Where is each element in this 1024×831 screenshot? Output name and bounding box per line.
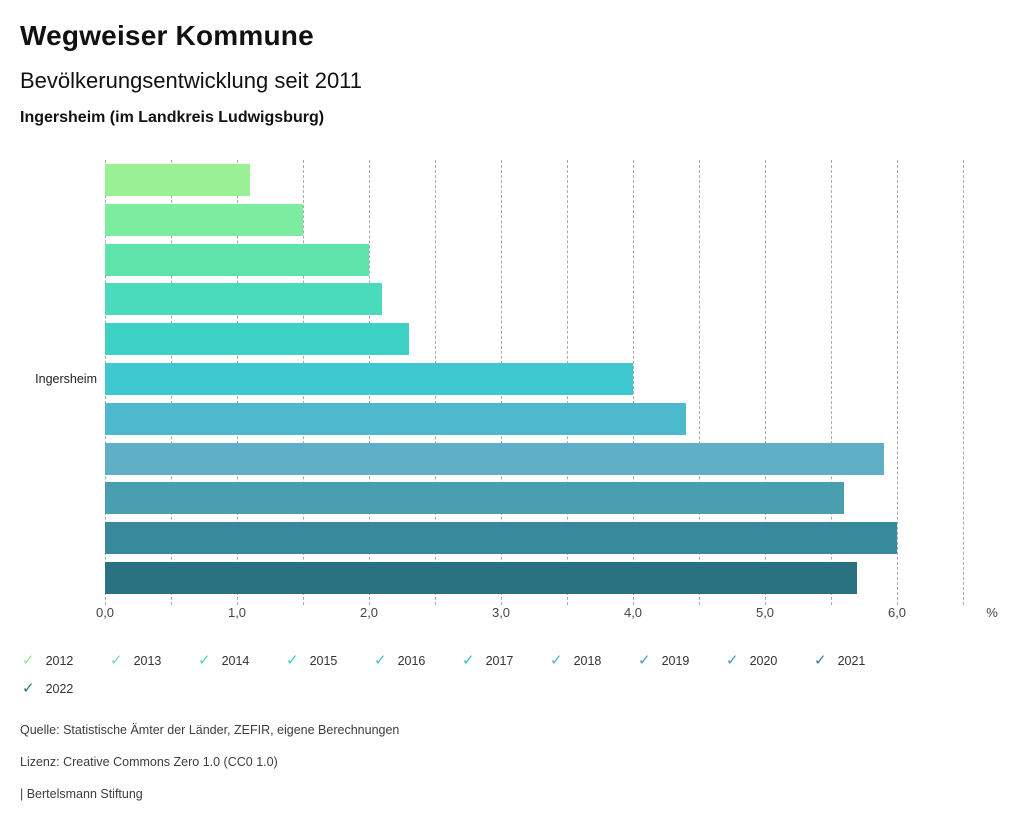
gridline: [765, 160, 766, 605]
gridline: [633, 160, 634, 605]
bar-row-2013: [105, 200, 1020, 240]
checkmark-icon: ✓: [22, 679, 35, 697]
legend: ✓ 2012 ✓ 2013 ✓ 2014 ✓ 2015 ✓ 2016 ✓ 2017 ✓ 2018 ✓ 2019…: [22, 653, 1012, 696]
legend-item-2018[interactable]: ✓ 2018: [550, 653, 638, 668]
gridline: [963, 160, 964, 605]
bar-2013[interactable]: [105, 203, 303, 236]
legend-item-2012[interactable]: ✓ 2012: [22, 653, 110, 668]
legend-item-label: 2014: [221, 653, 250, 668]
legend-item-label: 2013: [133, 653, 162, 668]
bar-2016[interactable]: [105, 323, 409, 356]
legend-item-2016[interactable]: ✓ 2016: [374, 653, 462, 668]
x-tick-label-6,0: 6,0: [887, 605, 907, 620]
legend-item-label: 2016: [397, 653, 426, 668]
checkmark-icon: ✓: [814, 651, 827, 669]
bar-2019[interactable]: [105, 442, 884, 475]
x-axis-unit-label: %: [986, 605, 998, 620]
legend-item-label: 2015: [309, 653, 338, 668]
license-text: Lizenz: Creative Commons Zero 1.0 (CC0 1…: [20, 755, 278, 769]
municipality-label: Ingersheim (im Landkreis Ludwigsburg): [20, 109, 325, 126]
legend-item-2019[interactable]: ✓ 2019: [638, 653, 726, 668]
legend-item-2015[interactable]: ✓ 2015: [286, 653, 374, 668]
legend-item-label: 2019: [661, 653, 690, 668]
y-axis-category-label: Ingersheim: [35, 372, 97, 386]
x-tick-label-1,0: 1,0: [227, 605, 247, 620]
chart-title: Bevölkerungsentwicklung seit 2011: [20, 68, 363, 93]
chart-header: Wegweiser Kommune Bevölkerungsentwicklun…: [20, 20, 362, 127]
bar-row-2014: [105, 240, 1020, 280]
bar-row-2021: [105, 518, 1020, 558]
legend-item-label: 2020: [749, 653, 778, 668]
legend-item-2022[interactable]: ✓ 2022: [22, 681, 110, 696]
app-title: Wegweiser Kommune: [20, 20, 314, 51]
bar-row-2018: [105, 399, 1020, 439]
attribution-text: | Bertelsmann Stiftung: [20, 787, 143, 801]
checkmark-icon: ✓: [726, 651, 739, 669]
bar-row-2022: [105, 558, 1020, 598]
footer: Quelle: Statistische Ämter der Länder, Z…: [20, 723, 399, 819]
bar-row-2017: [105, 359, 1020, 399]
checkmark-icon: ✓: [198, 651, 211, 669]
bar-2018[interactable]: [105, 402, 686, 435]
gridline: [831, 160, 832, 605]
legend-item-label: 2018: [573, 653, 602, 668]
checkmark-icon: ✓: [110, 651, 123, 669]
x-tick-label-5,0: 5,0: [755, 605, 775, 620]
legend-item-2014[interactable]: ✓ 2014: [198, 653, 286, 668]
legend-item-2013[interactable]: ✓ 2013: [110, 653, 198, 668]
checkmark-icon: ✓: [462, 651, 475, 669]
bar-row-2020: [105, 479, 1020, 519]
bar-row-2016: [105, 319, 1020, 359]
y-axis: Ingersheim: [20, 160, 105, 598]
bar-2015[interactable]: [105, 283, 383, 316]
x-tick-label-2,0: 2,0: [359, 605, 379, 620]
x-tick-label-3,0: 3,0: [491, 605, 511, 620]
legend-row: ✓ 2022: [22, 681, 1012, 696]
bar-series: [105, 160, 1020, 598]
gridline: [897, 160, 898, 605]
legend-item-2021[interactable]: ✓ 2021: [814, 653, 902, 668]
source-text: Quelle: Statistische Ämter der Länder, Z…: [20, 723, 400, 737]
bar-row-2012: [105, 160, 1020, 200]
checkmark-icon: ✓: [550, 651, 563, 669]
legend-item-label: 2012: [45, 653, 74, 668]
x-axis: 0,0 1,0 2,0 3,0 4,0 5,0 6,0%: [96, 605, 1020, 623]
bar-row-2015: [105, 279, 1020, 319]
bar-row-2019: [105, 439, 1020, 479]
legend-item-2020[interactable]: ✓ 2020: [726, 653, 814, 668]
bar-2021[interactable]: [105, 522, 897, 555]
x-tick-label-0,0: 0,0: [95, 605, 115, 620]
bar-chart: Ingersheim 0,0 1,0 2,0 3,0 4,0 5,0 6,0%: [20, 160, 1020, 623]
checkmark-icon: ✓: [286, 651, 299, 669]
bar-2012[interactable]: [105, 163, 251, 196]
x-tick-label-4,0: 4,0: [623, 605, 643, 620]
bar-2020[interactable]: [105, 482, 845, 515]
legend-row: ✓ 2012 ✓ 2013 ✓ 2014 ✓ 2015 ✓ 2016 ✓ 2017 ✓ 2018 ✓ 2019…: [22, 653, 1012, 668]
checkmark-icon: ✓: [638, 651, 651, 669]
checkmark-icon: ✓: [22, 651, 35, 669]
bar-2014[interactable]: [105, 243, 369, 276]
bar-2022[interactable]: [105, 562, 858, 595]
legend-item-label: 2022: [45, 681, 74, 696]
legend-item-label: 2017: [485, 653, 514, 668]
checkmark-icon: ✓: [374, 651, 387, 669]
legend-item-label: 2021: [837, 653, 866, 668]
plot-area: [105, 160, 1020, 605]
legend-item-2017[interactable]: ✓ 2017: [462, 653, 550, 668]
bar-2017[interactable]: [105, 362, 633, 395]
gridline: [699, 160, 700, 605]
